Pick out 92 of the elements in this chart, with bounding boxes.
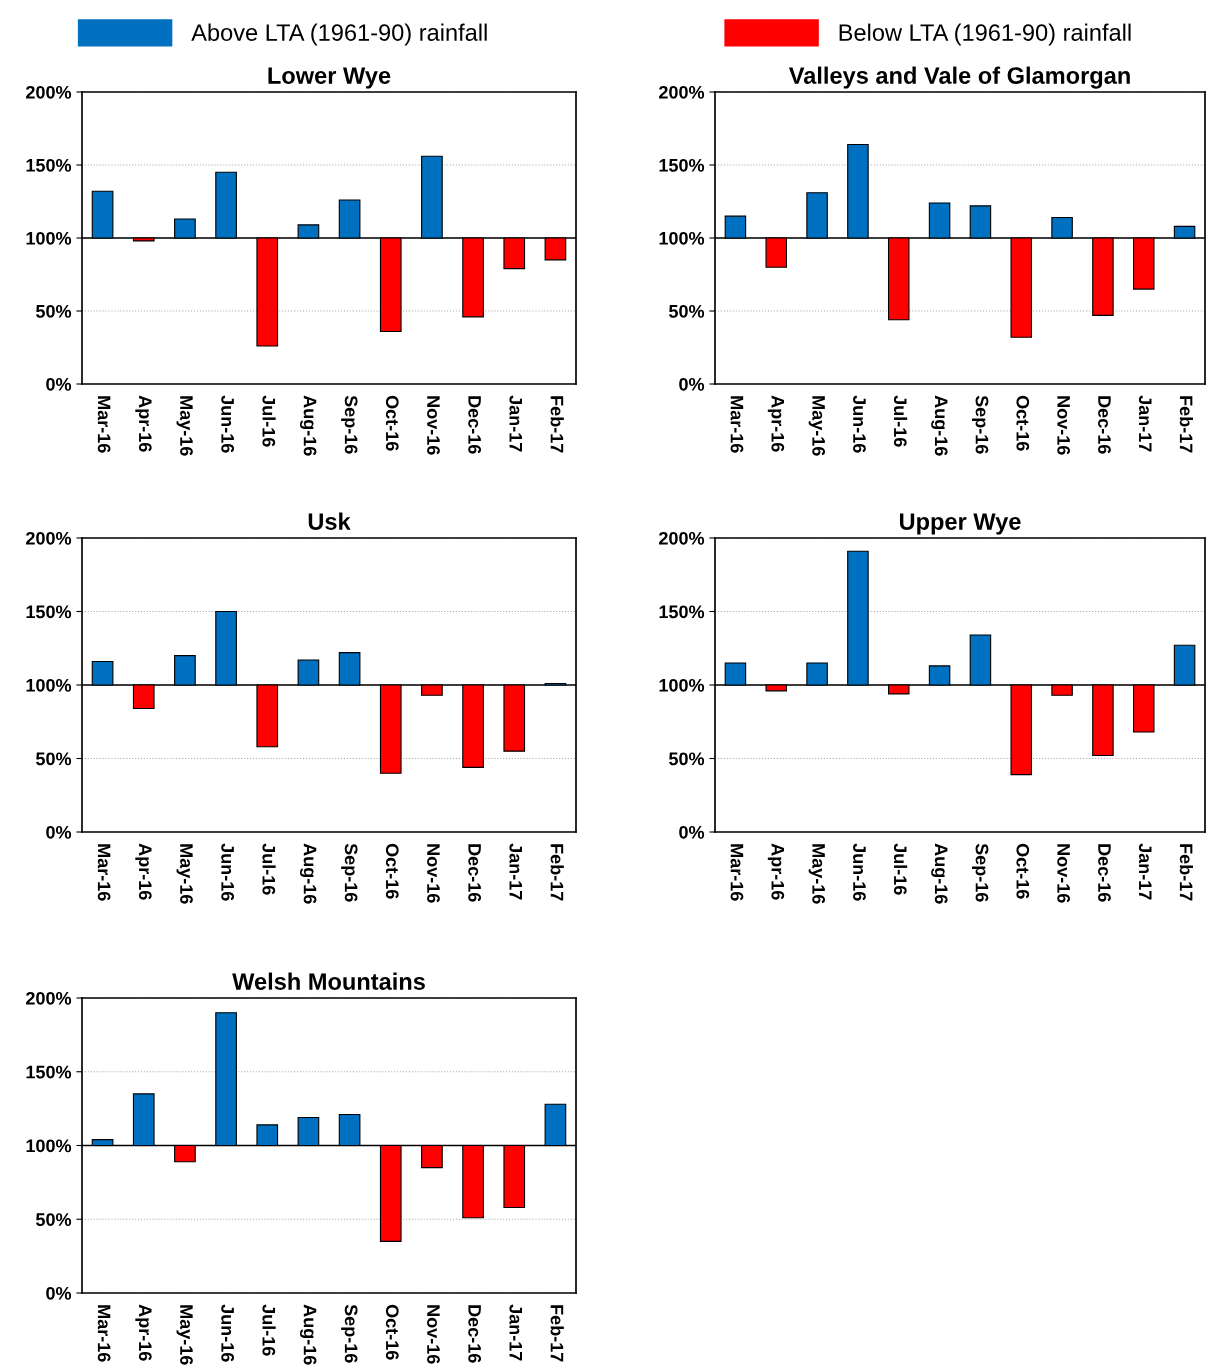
y-tick-label: 100%: [26, 1139, 72, 1153]
x-tick-label: Jul-16: [262, 395, 276, 447]
x-tick-label: Aug-16: [931, 395, 948, 456]
x-tick-label: Jan-17: [509, 1304, 522, 1361]
x-tick-label: Aug-16: [300, 395, 317, 456]
y-tick-label: 100%: [659, 678, 705, 692]
x-tick-label: Dec-16: [1098, 844, 1111, 902]
y-tick-label: 200%: [26, 85, 72, 99]
x-tick-label: Aug-16: [300, 843, 317, 904]
x-tick-label: Jul-16: [893, 395, 908, 447]
x-tick-label: Feb-17: [550, 1305, 564, 1362]
x-tick-label: Oct-16: [1016, 843, 1030, 899]
x-tick-label: Feb-17: [550, 844, 564, 901]
x-tick-label: May-16: [808, 844, 826, 904]
x-tick-label: Jun-16: [221, 1304, 235, 1362]
x-tick-label: Dec-16: [468, 396, 482, 454]
y-tick-label: 0%: [46, 825, 72, 839]
x-tick-label: Dec-16: [468, 844, 482, 902]
legend-label: Above LTA (1961-90) rainfall: [191, 23, 487, 46]
x-tick-label: May-16: [176, 396, 193, 456]
y-tick-label: 0%: [46, 1286, 72, 1300]
x-tick-label: Jan-17: [509, 843, 522, 900]
y-tick-label: 50%: [669, 304, 705, 318]
y-tick-label: 100%: [26, 678, 72, 692]
x-tick-label: Jun-16: [221, 843, 235, 901]
x-tick-label: Sep-16: [972, 395, 989, 454]
chart-title: Valleys and Vale of Glamorgan: [788, 66, 1130, 89]
x-tick-label: Mar-16: [97, 844, 111, 901]
x-tick-label: Sep-16: [972, 843, 989, 902]
x-tick-label: Nov-16: [427, 396, 440, 455]
y-tick-label: 50%: [36, 304, 72, 318]
x-tick-label: Apr-16: [767, 843, 785, 900]
y-tick-label: 200%: [26, 531, 72, 545]
x-tick-label: Jun-16: [853, 395, 866, 453]
x-tick-label: Jan-17: [1138, 395, 1152, 452]
x-tick-label: Nov-16: [1057, 844, 1071, 903]
y-tick-label: 100%: [659, 231, 705, 245]
x-tick-label: Nov-16: [427, 844, 440, 903]
x-tick-label: Mar-16: [730, 396, 744, 453]
x-tick-label: Oct-16: [385, 395, 399, 451]
x-tick-label: Jun-16: [853, 843, 866, 901]
x-tick-label: Mar-16: [97, 1305, 111, 1362]
y-tick-label: 150%: [26, 1065, 72, 1079]
y-tick-label: 50%: [36, 752, 72, 766]
x-tick-label: Jun-16: [221, 395, 235, 453]
y-tick-label: 150%: [659, 158, 705, 172]
x-tick-label: Feb-17: [550, 396, 564, 453]
chart-title: Upper Wye: [899, 513, 1021, 535]
x-tick-label: May-16: [808, 396, 826, 456]
x-tick-label: Dec-16: [468, 1305, 482, 1363]
x-tick-label: May-16: [176, 1305, 193, 1365]
x-tick-label: Oct-16: [385, 843, 399, 899]
x-tick-label: Feb-17: [1179, 844, 1193, 901]
x-tick-label: Jul-16: [893, 843, 908, 895]
x-tick-label: Sep-16: [341, 843, 358, 902]
x-tick-label: Oct-16: [1016, 395, 1030, 451]
x-tick-label: Jan-17: [509, 395, 522, 452]
x-tick-label: Apr-16: [135, 1304, 152, 1361]
chart-title: Lower Wye: [268, 67, 391, 89]
y-tick-label: 100%: [26, 231, 72, 245]
x-tick-label: Nov-16: [1057, 396, 1071, 455]
x-tick-label: Mar-16: [97, 396, 111, 453]
legend-label: Below LTA (1961-90) rainfall: [839, 23, 1131, 46]
x-tick-label: Aug-16: [300, 1304, 317, 1365]
x-tick-label: Oct-16: [385, 1304, 399, 1360]
x-tick-label: Sep-16: [341, 395, 358, 454]
y-tick-label: 0%: [679, 377, 705, 391]
x-tick-label: Apr-16: [135, 843, 152, 900]
y-tick-label: 150%: [26, 605, 72, 619]
x-tick-label: Mar-16: [730, 844, 744, 901]
chart-title: Welsh Mountains: [232, 972, 425, 990]
x-tick-label: Jul-16: [262, 843, 276, 895]
x-tick-label: Apr-16: [135, 395, 152, 452]
y-tick-label: 150%: [26, 158, 72, 172]
x-tick-label: Feb-17: [1179, 396, 1193, 453]
x-tick-label: Aug-16: [931, 843, 948, 904]
y-tick-label: 200%: [26, 991, 72, 1005]
chart-title: Usk: [308, 512, 351, 530]
x-tick-label: Jul-16: [262, 1304, 276, 1356]
y-tick-label: 0%: [679, 825, 705, 839]
x-tick-label: Sep-16: [341, 1304, 358, 1363]
x-tick-label: May-16: [176, 844, 193, 904]
x-tick-label: Nov-16: [427, 1305, 440, 1364]
y-tick-label: 0%: [46, 377, 72, 391]
x-tick-label: Jan-17: [1138, 843, 1152, 900]
y-tick-label: 200%: [659, 85, 705, 99]
x-tick-label: Dec-16: [1098, 396, 1111, 454]
x-tick-label: Apr-16: [767, 395, 785, 452]
y-tick-label: 50%: [669, 752, 705, 766]
y-tick-label: 50%: [36, 1213, 72, 1226]
y-tick-label: 150%: [659, 605, 705, 619]
y-tick-label: 200%: [659, 531, 705, 545]
